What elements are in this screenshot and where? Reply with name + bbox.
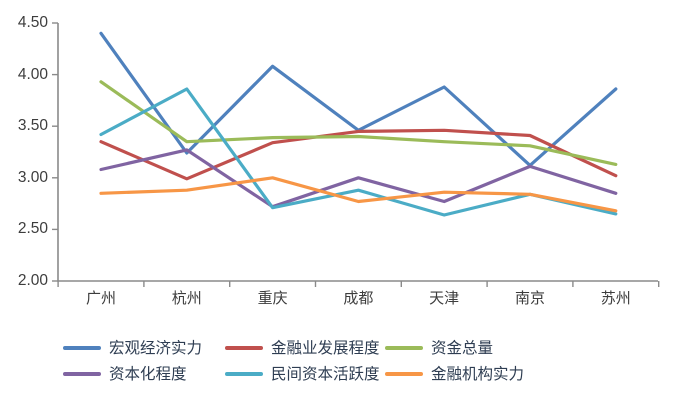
y-tick-label: 2.00 xyxy=(17,272,48,289)
legend-item: 资金总量 xyxy=(385,339,493,357)
x-category-label: 成都 xyxy=(343,290,374,307)
series-line xyxy=(99,148,618,209)
series-line xyxy=(99,31,618,167)
y-tick-label: 4.50 xyxy=(17,14,48,31)
legend-label: 资金总量 xyxy=(431,339,494,357)
legend-label: 金融机构实力 xyxy=(431,365,525,383)
series-line xyxy=(99,80,618,166)
legend-item: 资本化程度 xyxy=(63,365,187,383)
legend-swatch xyxy=(63,371,101,377)
x-category-label: 广州 xyxy=(85,290,116,307)
x-category-label: 苏州 xyxy=(600,290,631,307)
legend-swatch xyxy=(63,345,101,351)
y-tick-label: 2.50 xyxy=(17,220,48,238)
legend-swatch xyxy=(385,371,423,377)
legend-item: 金融业发展程度 xyxy=(225,339,380,357)
legend-item: 民间资本活跃度 xyxy=(225,365,380,383)
legend-swatch xyxy=(225,345,263,351)
x-category-label: 杭州 xyxy=(171,290,202,307)
legend-label: 宏观经济实力 xyxy=(109,339,203,357)
legend-label: 民间资本活跃度 xyxy=(271,365,380,383)
legend-label: 资本化程度 xyxy=(109,365,187,383)
y-tick-label: 3.00 xyxy=(17,168,48,186)
x-category-label: 重庆 xyxy=(257,290,288,307)
y-tick-label: 3.50 xyxy=(17,117,48,135)
series-line xyxy=(99,128,618,181)
y-tick-label: 4.00 xyxy=(17,65,48,83)
x-category-label: 天津 xyxy=(429,290,460,307)
x-category-label: 南京 xyxy=(514,290,545,307)
legend-item: 金融机构实力 xyxy=(385,365,524,383)
series-line xyxy=(99,176,618,213)
legend-label: 金融业发展程度 xyxy=(271,339,380,357)
legend-swatch xyxy=(385,345,423,351)
legend-swatch xyxy=(225,371,263,377)
legend-item: 宏观经济实力 xyxy=(63,339,202,357)
